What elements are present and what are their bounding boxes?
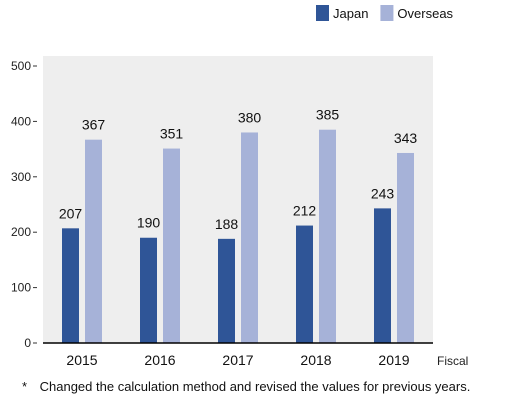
footnote-mark: * (22, 379, 28, 394)
bar-japan-2019 (374, 208, 391, 343)
data-label-overseas-2017: 380 (238, 109, 262, 125)
data-label-overseas-2015: 367 (82, 117, 106, 133)
bar-japan-2017 (218, 238, 235, 343)
bar-overseas-2016 (163, 148, 180, 343)
bar-overseas-2019 (397, 152, 414, 343)
data-label-overseas-2019: 343 (394, 130, 418, 146)
x-tick-label: 2017 (222, 352, 253, 368)
data-label-japan-2019: 243 (371, 185, 395, 201)
bar-overseas-2018 (319, 129, 336, 343)
data-label-overseas-2016: 351 (160, 126, 184, 142)
x-tick-label: 2018 (300, 352, 331, 368)
data-label-japan-2017: 188 (215, 216, 239, 232)
legend-swatch-overseas (380, 5, 394, 21)
x-tick-label: 2015 (66, 352, 97, 368)
y-tick-label: 100 (11, 281, 31, 295)
footnote: * Changed the calculation method and rev… (22, 379, 470, 394)
bar-overseas-2015 (85, 139, 102, 343)
legend-swatch-japan (316, 5, 329, 21)
y-tick-label: 500 (11, 59, 31, 73)
footnote-text: Changed the calculation method and revis… (39, 379, 471, 394)
data-label-japan-2015: 207 (59, 205, 83, 221)
bar-japan-2015 (62, 228, 79, 343)
data-label-overseas-2018: 385 (316, 107, 340, 123)
legend-label-japan: Japan (333, 6, 368, 21)
y-tick-label: 200 (11, 225, 31, 239)
y-tick-label: 300 (11, 170, 31, 184)
plot-area (43, 56, 433, 343)
y-tick-label: 0 (24, 336, 31, 350)
data-label-japan-2018: 212 (293, 203, 317, 219)
legend-label-overseas: Overseas (397, 6, 453, 21)
bar-overseas-2017 (241, 132, 258, 343)
x-axis-label: Fiscal (437, 354, 468, 368)
bar-chart: 0 100 200 300 400 500 207 367 2015 190 351 2016 188 3… (11, 5, 468, 368)
x-tick-label: 2019 (378, 352, 409, 368)
bar-japan-2018 (296, 225, 313, 343)
y-tick-label: 400 (11, 114, 31, 128)
data-label-japan-2016: 190 (137, 215, 161, 231)
x-tick-label: 2016 (144, 352, 175, 368)
bar-japan-2016 (140, 237, 157, 343)
